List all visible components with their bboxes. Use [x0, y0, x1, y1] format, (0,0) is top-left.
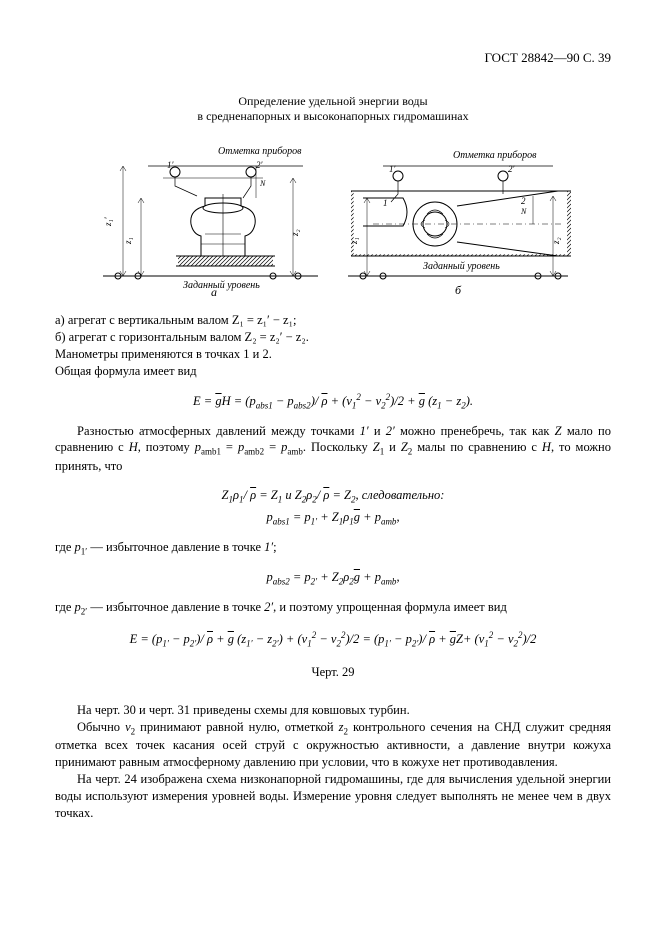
left-sub: а — [211, 285, 217, 296]
formula-3: pabs2 = p2′ + Z2ρ2g + pamb, — [55, 567, 611, 589]
svg-text:N: N — [520, 207, 527, 216]
left-top-label: Отметка приборов — [218, 146, 302, 157]
right-bottom-label: Заданный уровень — [423, 261, 500, 272]
para-5: Обычно v2 принимают равной нулю, отметко… — [55, 719, 611, 771]
figure-svg: 1′ 2′ z₁′ z₁ z₂ — [93, 136, 573, 296]
svg-text:1′: 1′ — [167, 160, 175, 170]
right-top-label: Отметка приборов — [453, 150, 537, 161]
para-6: На черт. 24 изображена схема низконапорн… — [55, 771, 611, 822]
figure-title: Определение удельной энергии воды в сред… — [55, 94, 611, 124]
line-b: б) агрегат с горизонтальным валом Z₂ = z… — [55, 329, 611, 346]
figure-caption: Черт. 29 — [55, 665, 611, 680]
svg-text:z₁: z₁ — [349, 237, 359, 245]
formula-1: E = gH = (pabs1 − pabs2)/ ρ + (v12 − v22… — [55, 390, 611, 413]
svg-text:2: 2 — [521, 196, 526, 206]
line-c: Манометры применяются в точках 1 и 2. — [55, 346, 611, 363]
svg-text:z₂: z₂ — [551, 237, 561, 245]
formula-4: E = (p1′ − p2′)/ ρ + g (z1′ − z2′) + (v1… — [55, 628, 611, 651]
page-header: ГОСТ 28842—90 С. 39 — [55, 50, 611, 66]
para-3: где p2′ — избыточное давление в точке 2′… — [55, 599, 611, 618]
svg-text:1′: 1′ — [389, 164, 397, 174]
title-line-2: в средненапорных и высоконапорных гидром… — [197, 109, 468, 123]
figure-29: 1′ 2′ z₁′ z₁ z₂ — [55, 136, 611, 296]
line-d: Общая формула имеет вид — [55, 363, 611, 380]
svg-text:2′: 2′ — [508, 164, 516, 174]
svg-text:z₂: z₂ — [290, 229, 300, 237]
svg-text:z₁: z₁ — [123, 237, 133, 245]
right-sub: б — [455, 283, 462, 296]
svg-text:N: N — [259, 179, 266, 188]
line-a: а) агрегат с вертикальным валом Z₁ = z₁′… — [55, 312, 611, 329]
page: ГОСТ 28842—90 С. 39 Определение удельной… — [0, 0, 661, 872]
right-panel: Отметка приборов — [348, 150, 571, 296]
left-panel: 1′ 2′ z₁′ z₁ z₂ — [103, 146, 318, 296]
svg-text:1: 1 — [383, 198, 388, 208]
formula-2: Z1ρ1/ ρ = Z1 и Z2ρ2/ ρ = Z2, следователь… — [55, 485, 611, 529]
para-2: где p1′ — избыточное давление в точке 1′… — [55, 539, 611, 558]
svg-text:2′: 2′ — [256, 160, 264, 170]
para-4: На черт. 30 и черт. 31 приведены схемы д… — [55, 702, 611, 719]
svg-text:z₁′: z₁′ — [103, 216, 113, 227]
left-bottom-label: Заданный уровень — [183, 280, 260, 291]
para-1: Разностью атмосферных давлений между точ… — [55, 423, 611, 475]
title-line-1: Определение удельной энергии воды — [238, 94, 427, 108]
